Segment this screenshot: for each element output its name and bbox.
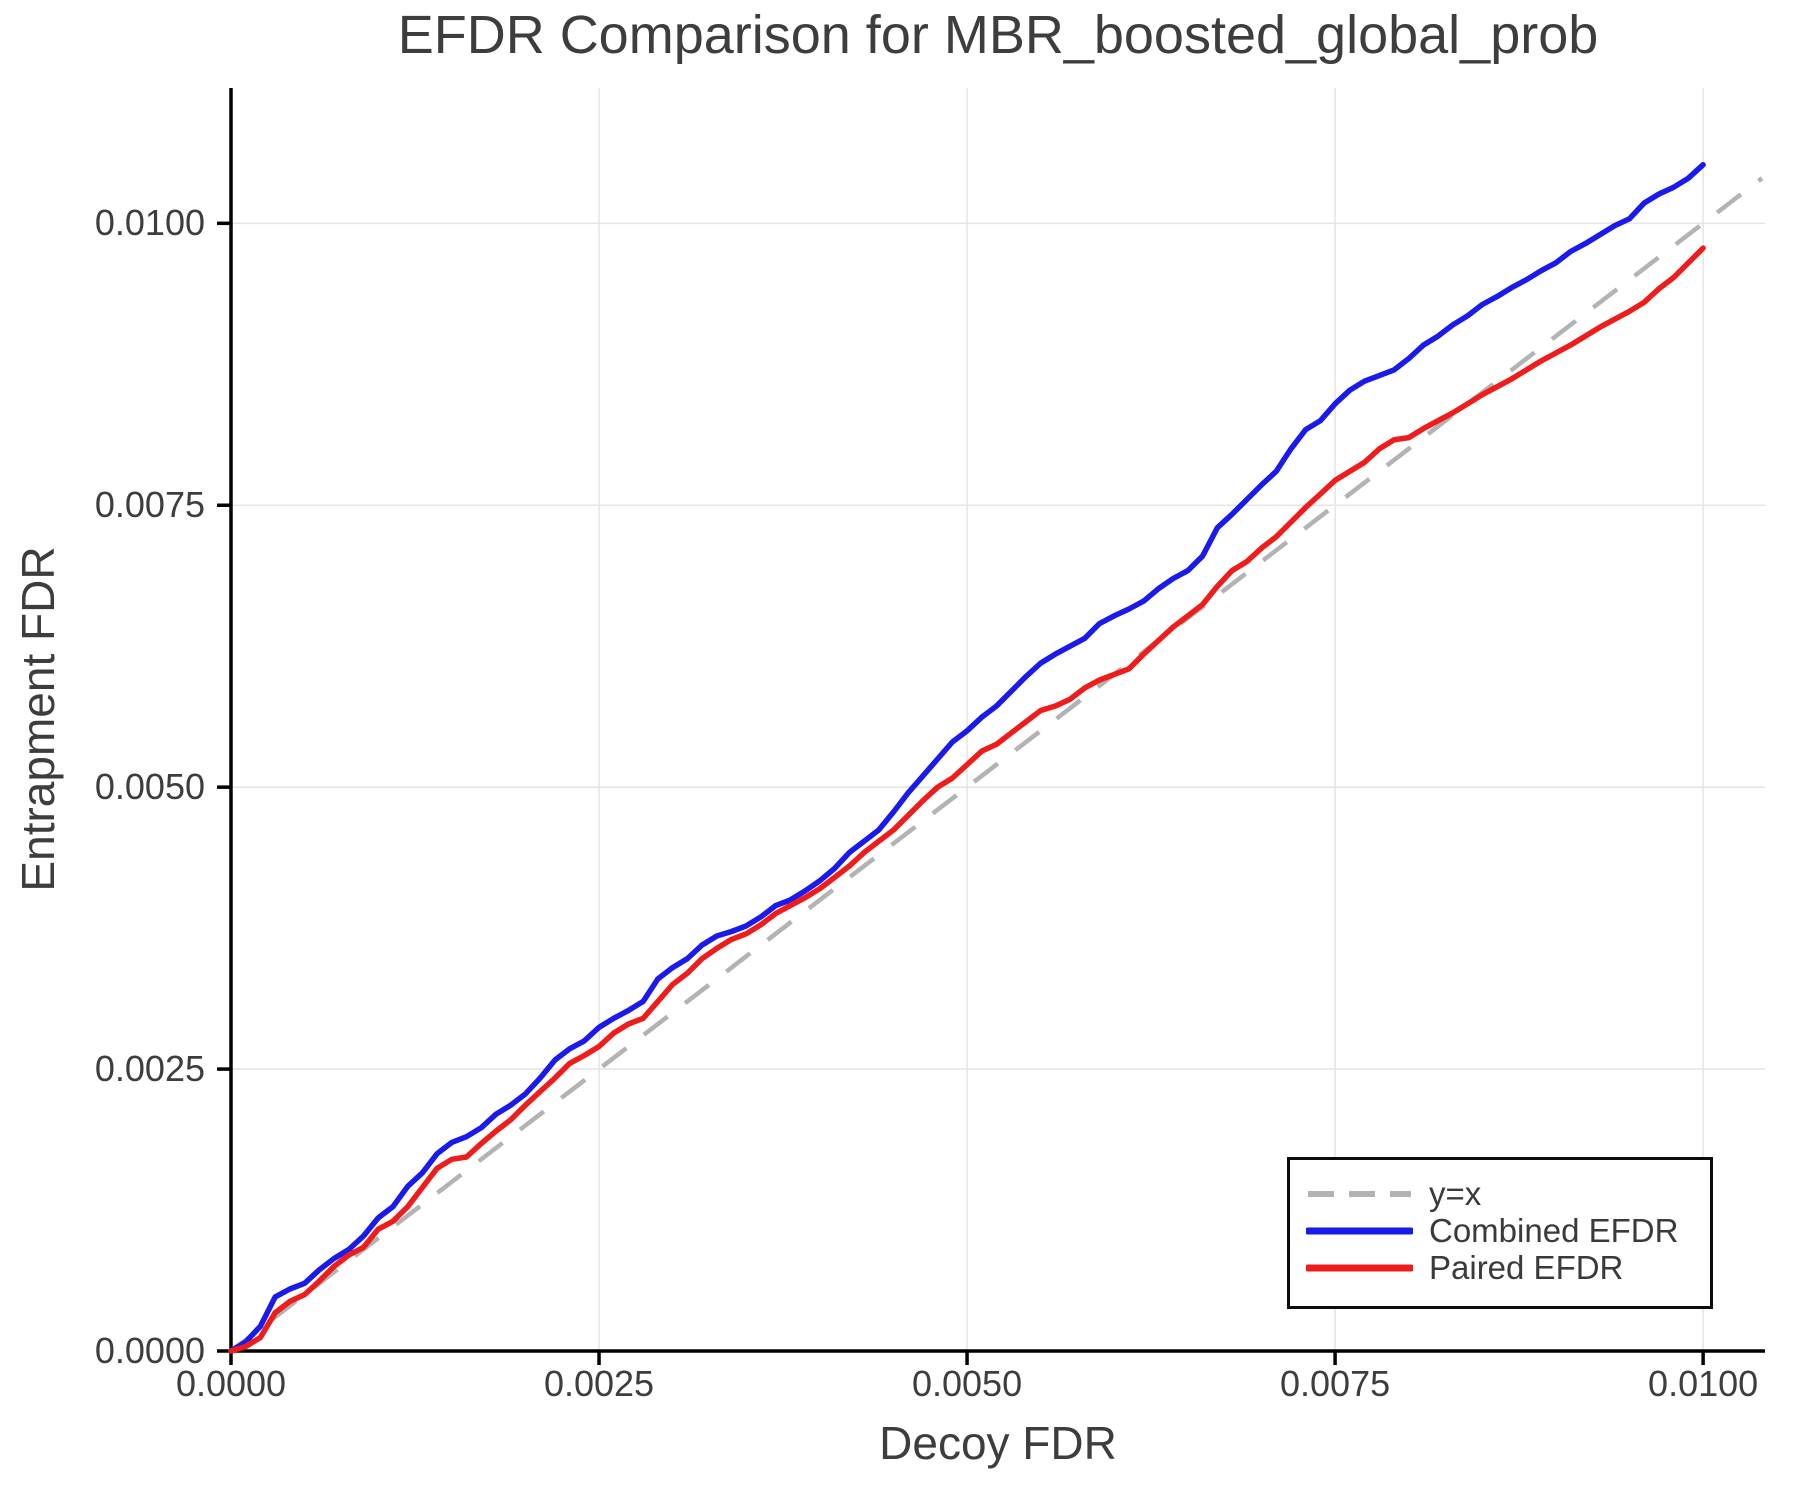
dashed-line-sample-icon — [1308, 1190, 1411, 1197]
legend-row-diagonal: y=x — [1290, 1175, 1710, 1212]
y-tick-label: 0.0000 — [94, 1330, 205, 1371]
legend-row-combined-efdr: Combined EFDR — [1290, 1212, 1710, 1249]
x-axis-label: Decoy FDR — [879, 1417, 1117, 1469]
legend-row-paired-efdr: Paired EFDR — [1290, 1249, 1710, 1286]
x-tick-label: 0.0075 — [1280, 1363, 1391, 1404]
x-tick-label: 0.0000 — [175, 1363, 287, 1404]
x-tick-label: 0.0050 — [911, 1363, 1023, 1404]
series-line-combined-efdr — [228, 161, 1706, 1354]
series-line-paired-efdr — [228, 245, 1706, 1354]
legend-label-diagonal: y=x — [1429, 1174, 1482, 1212]
y-tick-label: 0.0075 — [94, 484, 205, 526]
legend-label-paired-efdr: Paired EFDR — [1429, 1248, 1624, 1286]
y-tick-label: 0.0025 — [94, 1048, 205, 1090]
y-tick-label: 0.0100 — [94, 202, 205, 244]
y-tick-label: 0.0050 — [94, 766, 205, 808]
legend: y=x Combined EFDR Paired EFDR — [1287, 1157, 1713, 1309]
x-tick-label: 0.0025 — [543, 1363, 655, 1404]
blue-line-sample-icon — [1306, 1227, 1413, 1234]
x-tick-label: 0.0100 — [1648, 1363, 1759, 1404]
identity-line — [229, 176, 1764, 1353]
red-line-sample-icon — [1306, 1264, 1413, 1271]
chart-title: EFDR Comparison for MBR_boosted_global_p… — [397, 5, 1599, 65]
legend-label-combined-efdr: Combined EFDR — [1429, 1211, 1679, 1249]
